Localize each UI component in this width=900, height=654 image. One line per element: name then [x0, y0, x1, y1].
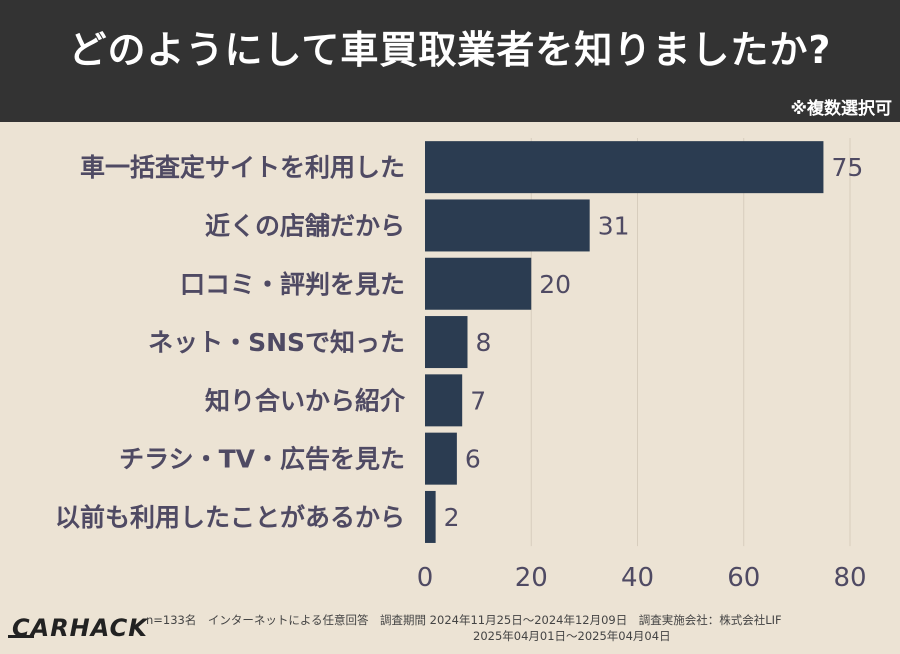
x-tick-label-80: 80 [833, 563, 866, 593]
category-label-3: ネット・SNSで知った [148, 328, 405, 357]
note-band [0, 92, 900, 122]
value-label-3: 8 [476, 328, 492, 357]
bar-1 [425, 199, 590, 252]
x-tick-label-60: 60 [727, 563, 760, 593]
header-band [0, 0, 900, 92]
category-label-6: 以前も利用したことがあるから [55, 503, 405, 532]
category-label-5: チラシ・TV・広告を見た [119, 445, 405, 474]
carhack-logo: CARHACK [8, 614, 148, 642]
value-label-1: 31 [598, 211, 630, 240]
value-label-0: 75 [831, 153, 863, 182]
x-tick-label-20: 20 [515, 563, 548, 593]
bar-5 [425, 432, 457, 485]
value-label-5: 6 [465, 445, 481, 474]
survey-info: n=133名 インターネットによる任意回答 調査期間 2024年11月25日〜2… [146, 612, 886, 644]
bar-3 [425, 316, 468, 369]
x-tick-label-40: 40 [621, 563, 654, 593]
x-tick-label-0: 0 [417, 563, 434, 593]
page-title: どのようにして車買取業者を知りましたか? [68, 27, 832, 72]
value-label-4: 7 [470, 386, 486, 415]
category-label-0: 車一括査定サイトを利用した [80, 153, 405, 182]
bar-4 [425, 374, 463, 427]
category-label-2: 口コミ・評判を見た [180, 270, 405, 299]
bar-6 [425, 490, 436, 543]
category-label-4: 知り合いから紹介 [205, 386, 406, 415]
bar-0 [425, 141, 824, 194]
bar-2 [425, 257, 532, 310]
value-label-2: 20 [539, 270, 571, 299]
category-label-1: 近くの店舗だから [205, 211, 405, 240]
survey-info-line1: n=133名 インターネットによる任意回答 調査期間 2024年11月25日〜2… [146, 613, 782, 627]
survey-info-line2: 2025年04月01日〜2025年04月04日 [473, 629, 671, 643]
multiple-choice-note: ※複数選択可 [790, 99, 892, 119]
value-label-6: 2 [444, 503, 460, 532]
